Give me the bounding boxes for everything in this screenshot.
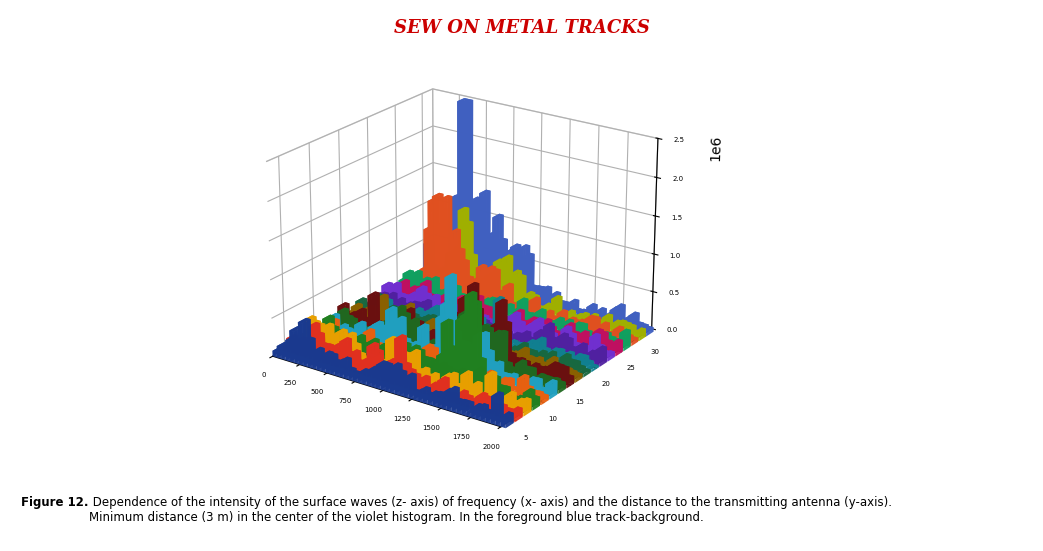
Text: Dependence of the intensity of the surface waves (z- axis) of frequency (x- axis: Dependence of the intensity of the surfa… xyxy=(89,496,892,524)
Text: Figure 12.: Figure 12. xyxy=(21,496,89,509)
Text: SEW ON METAL TRACKS: SEW ON METAL TRACKS xyxy=(393,19,650,37)
